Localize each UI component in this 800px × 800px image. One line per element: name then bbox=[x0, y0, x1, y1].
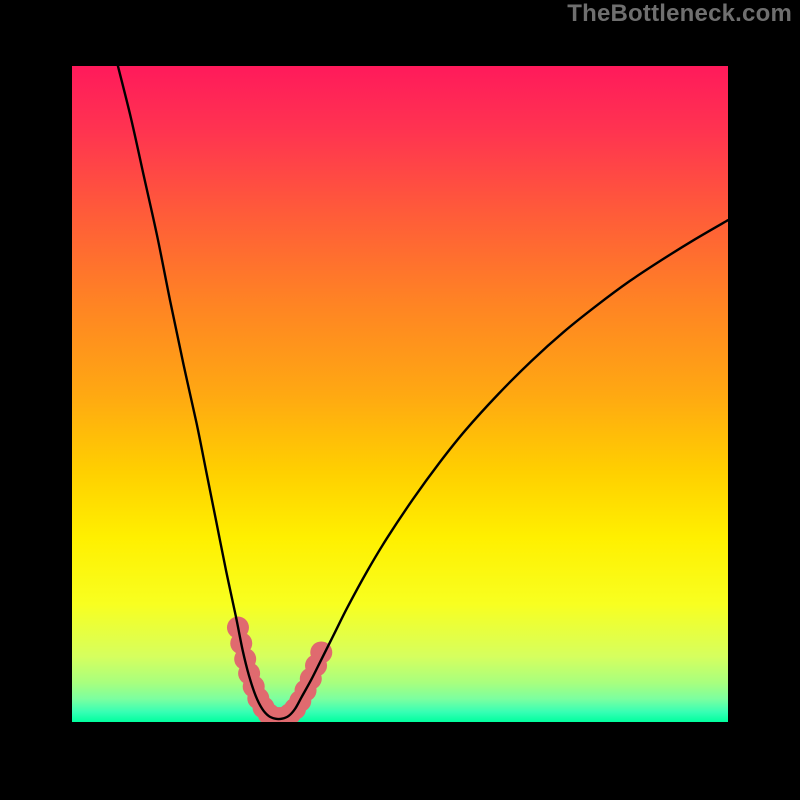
plot-background-gradient bbox=[72, 66, 728, 722]
stage: TheBottleneck.com bbox=[0, 0, 800, 800]
plot-svg bbox=[0, 0, 800, 800]
